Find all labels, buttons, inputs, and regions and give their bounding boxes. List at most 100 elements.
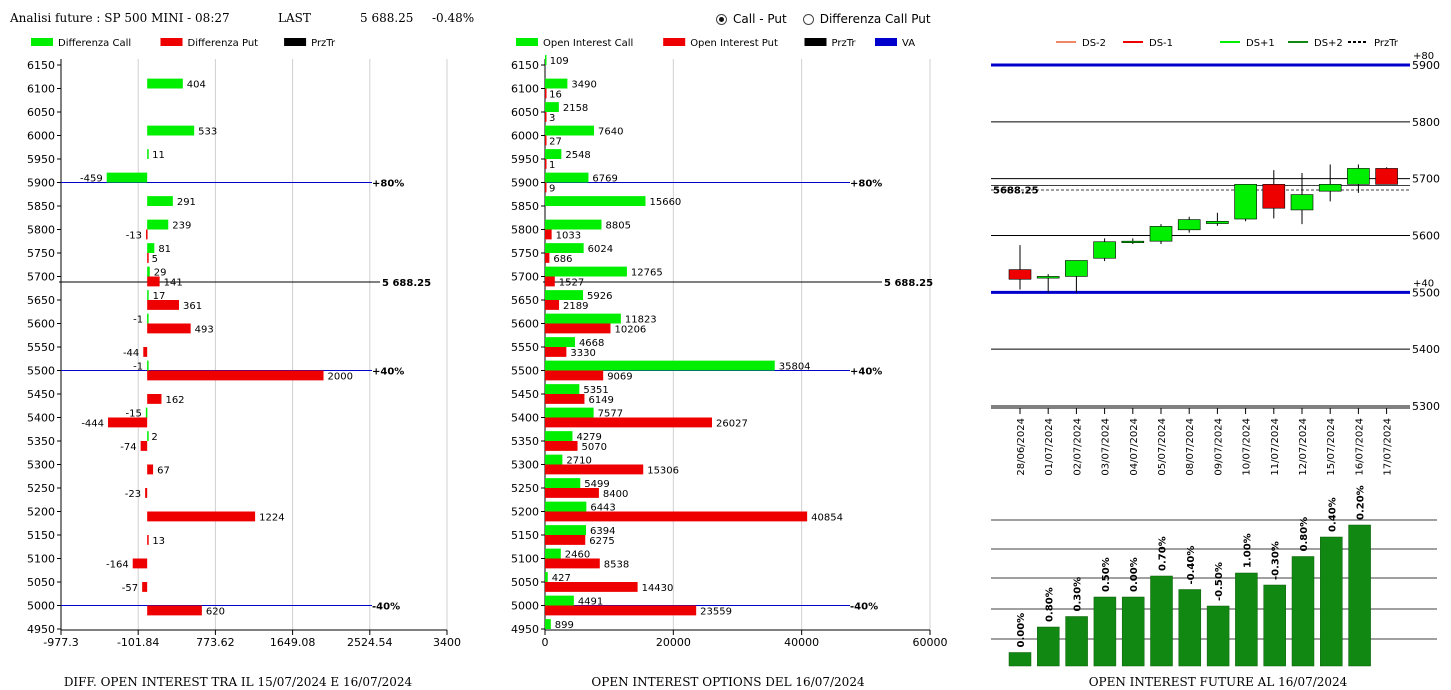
x-tick-label: 09/07/2024 <box>1213 418 1224 476</box>
put-value-label: 23559 <box>700 606 732 617</box>
future-oi-label: 0.20% <box>1356 485 1367 520</box>
call-value-label: 2710 <box>566 456 591 467</box>
put-value-label: 6149 <box>588 395 613 406</box>
y-tick-label: 5200 <box>511 506 539 519</box>
future-oi-bar <box>1348 524 1371 667</box>
put-value-label: 3 <box>549 113 555 124</box>
future-oi-label: 0.40% <box>1327 497 1338 532</box>
y-tick-label: 6050 <box>511 106 539 119</box>
price-change: -0.48% <box>432 11 475 25</box>
future-oi-bar <box>1291 556 1315 667</box>
future-oi-bar <box>1065 616 1088 667</box>
y-tick-label: 5100 <box>511 553 539 566</box>
legend-label: Differenza Put <box>188 38 259 49</box>
call-value-label: 29 <box>154 268 167 279</box>
call-value-label: 4668 <box>579 338 604 349</box>
call-bar <box>545 431 573 441</box>
put-bar <box>545 347 567 357</box>
put-value-label: 2189 <box>563 301 588 312</box>
legend-label: PrzTr <box>1374 38 1399 49</box>
put-bar <box>147 370 324 381</box>
call-bar <box>545 548 561 559</box>
radio-diff-call-put[interactable]: Differenza Call Put <box>802 12 931 26</box>
y-tick-label: 6000 <box>27 130 55 143</box>
y-tick-label: 5400 <box>27 412 55 425</box>
level-marker-label: +40% <box>850 367 882 378</box>
radio-call-put[interactable]: Call - Put <box>716 12 787 26</box>
x-tick-label: 773.62 <box>196 636 235 649</box>
level-marker-label: -40% <box>372 602 400 613</box>
put-value-label: -23 <box>125 489 141 500</box>
future-oi-bar <box>1178 589 1202 667</box>
put-value-label: 8538 <box>604 559 629 570</box>
put-bar <box>545 300 560 310</box>
put-value-label: 2000 <box>328 371 353 382</box>
put-bar <box>143 347 148 357</box>
level-marker-label: +80% <box>850 179 882 190</box>
call-bar <box>545 266 627 277</box>
legend-label: DS-1 <box>1149 38 1173 49</box>
call-value-label: 2158 <box>563 103 588 114</box>
call-bar <box>545 595 574 606</box>
y-tick-label: 5800 <box>1412 116 1440 129</box>
candle-up <box>1347 168 1370 185</box>
y-tick-label: 5950 <box>27 153 55 166</box>
y-tick-label: 5750 <box>27 247 55 260</box>
put-bar <box>545 511 808 522</box>
call-value-label: 291 <box>177 197 196 208</box>
call-value-label: 15660 <box>649 197 681 208</box>
future-oi-label: 0.80% <box>1044 587 1055 622</box>
future-price-candlestick-chart: DS-2 DS-1 DS+1 DS+2 PrzTr 5900 5800 5700 5600 550… <box>991 38 1440 476</box>
x-tick-label: 02/07/2024 <box>1072 418 1083 476</box>
call-bar <box>545 501 587 512</box>
y-tick-label: 5700 <box>511 271 539 284</box>
x-tick-label: 10/07/2024 <box>1242 418 1253 476</box>
view-mode-selector: Call - Put Differenza Call Put <box>716 12 947 26</box>
put-value-label: 14430 <box>642 583 674 594</box>
call-bar <box>147 313 149 324</box>
put-value-label: 5070 <box>582 442 607 453</box>
radio-unselected-icon[interactable] <box>802 13 814 25</box>
call-value-label: 11 <box>152 150 165 161</box>
y-tick-label: 5250 <box>27 482 55 495</box>
chart-footer-title: OPEN INTEREST FUTURE AL 16/07/2024 <box>1089 675 1348 689</box>
y-tick-label: 6100 <box>511 83 539 96</box>
y-tick-label: 5900 <box>1412 59 1440 72</box>
y-tick-label: 6150 <box>511 59 539 72</box>
call-value-label: 2548 <box>565 150 590 161</box>
put-value-label: 686 <box>553 254 572 265</box>
candle-up <box>1149 226 1173 242</box>
call-value-label: 239 <box>172 221 191 232</box>
candle-up <box>1206 220 1229 224</box>
y-tick-label: 5900 <box>511 177 539 190</box>
call-value-label: -459 <box>80 174 103 185</box>
put-bar <box>147 605 202 616</box>
call-value-label: 6443 <box>590 503 615 514</box>
candle-up <box>1234 184 1257 220</box>
put-value-label: 162 <box>165 395 184 406</box>
put-bar <box>147 464 154 475</box>
x-tick-label: 01/07/2024 <box>1044 418 1055 476</box>
candle-down <box>1375 168 1398 185</box>
y-tick-label: 4950 <box>511 623 539 636</box>
band-label: +40 <box>1413 278 1434 289</box>
call-bar <box>545 102 559 112</box>
call-bar <box>147 266 150 277</box>
call-bar <box>147 431 149 441</box>
legend-swatch <box>663 38 686 46</box>
call-value-label: 6024 <box>588 244 613 255</box>
call-bar <box>545 172 589 183</box>
level-marker-label: -40% <box>850 602 878 613</box>
future-oi-bar <box>1121 596 1145 667</box>
put-bar <box>147 394 162 404</box>
legend-label: Differenza Call <box>58 38 131 49</box>
radio-selected-icon[interactable] <box>716 13 727 25</box>
last-price-label: 5 688.25 <box>884 278 933 289</box>
call-value-label: 7640 <box>598 127 623 138</box>
legend-swatch <box>160 38 183 46</box>
call-bar <box>147 219 169 230</box>
call-bar <box>545 55 547 65</box>
call-bar <box>545 337 575 347</box>
legend-swatch <box>516 38 538 46</box>
